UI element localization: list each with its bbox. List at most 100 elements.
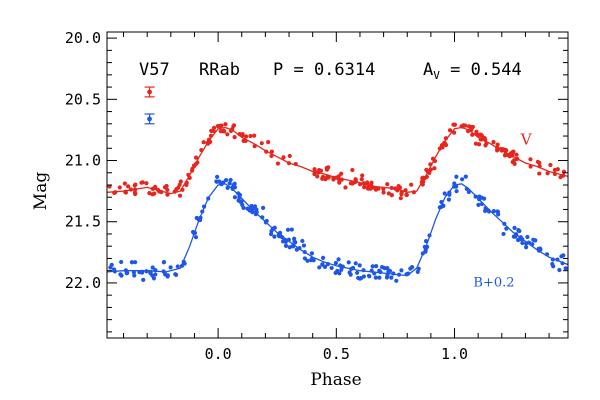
data-point (442, 191, 447, 196)
header-amplitude-sub: V (433, 69, 440, 82)
data-point (491, 140, 496, 145)
y-tick-label: 22.0 (65, 274, 101, 292)
data-point (161, 259, 167, 265)
data-point (217, 179, 222, 184)
data-point (350, 167, 355, 173)
data-point (240, 202, 245, 207)
data-point (537, 171, 542, 176)
y-tick-label: 20.5 (65, 90, 101, 108)
data-point (252, 204, 258, 209)
data-point (476, 142, 482, 147)
data-point (495, 142, 500, 147)
data-point (174, 187, 179, 192)
data-point (212, 125, 217, 130)
data-point (163, 272, 168, 277)
data-point (268, 231, 274, 237)
series-label: V (520, 131, 533, 149)
data-point (292, 239, 297, 244)
data-point (385, 265, 390, 271)
data-point (232, 195, 238, 200)
data-point (329, 265, 334, 271)
data-point (175, 264, 180, 269)
data-point (466, 124, 472, 129)
data-point (336, 257, 341, 262)
data-point (109, 262, 114, 267)
data-point (107, 184, 112, 189)
data-point (359, 177, 364, 182)
data-point (380, 265, 385, 270)
data-point (241, 138, 246, 143)
data-point (389, 275, 394, 280)
data-point (517, 228, 522, 234)
data-point (346, 260, 351, 265)
data-point (259, 141, 264, 146)
data-point (366, 186, 371, 191)
data-point (272, 234, 277, 239)
data-point (244, 134, 249, 139)
header-type: RRab (199, 60, 240, 80)
data-point (239, 199, 244, 204)
data-point (309, 251, 315, 256)
data-point (225, 132, 230, 137)
data-point (151, 276, 157, 281)
data-point (483, 208, 488, 214)
data-point (308, 258, 314, 263)
data-point (474, 129, 479, 134)
data-point (129, 260, 135, 265)
data-point (289, 227, 294, 232)
data-point (215, 174, 220, 179)
data-point (479, 133, 484, 138)
data-point (165, 187, 170, 193)
data-point (287, 245, 292, 250)
data-point (287, 153, 292, 159)
data-point (446, 197, 451, 202)
error-bar (144, 113, 155, 125)
data-point (275, 161, 281, 166)
data-point (124, 271, 129, 276)
data-point (118, 272, 123, 277)
data-point (232, 135, 237, 140)
data-point (394, 278, 399, 283)
data-point (320, 255, 326, 260)
data-point (317, 265, 322, 270)
data-point (228, 177, 233, 183)
data-point (132, 190, 138, 195)
data-point (516, 237, 521, 243)
data-point (466, 189, 471, 195)
header-amplitude-value: = 0.544 (440, 60, 522, 80)
data-point (164, 183, 169, 189)
data-point (353, 261, 358, 266)
data-point (324, 167, 330, 172)
data-point (318, 168, 324, 173)
data-point (545, 171, 550, 176)
data-point (300, 238, 305, 244)
data-point (218, 128, 223, 134)
data-point (347, 270, 352, 275)
data-point (333, 260, 338, 266)
data-point (133, 260, 138, 265)
data-point (361, 274, 367, 279)
data-point (333, 270, 338, 275)
x-axis-title: Phase (310, 370, 361, 390)
data-point (385, 182, 390, 187)
header-period: P = 0.6314 (273, 60, 375, 80)
data-point (132, 273, 137, 278)
data-point (360, 173, 365, 178)
data-point (557, 267, 562, 273)
data-point (454, 174, 459, 179)
series-b (107, 174, 568, 283)
data-point (463, 123, 468, 128)
data-point (231, 123, 237, 128)
header-amplitude-prefix: A (423, 60, 433, 80)
data-point (320, 174, 326, 179)
data-point (356, 275, 361, 281)
data-point (381, 190, 386, 195)
data-point (227, 181, 232, 186)
data-point (337, 271, 342, 276)
data-point (301, 243, 307, 248)
data-point (353, 177, 358, 182)
data-point (362, 185, 367, 190)
data-point (219, 123, 224, 128)
data-point (117, 185, 122, 190)
data-point (399, 268, 404, 273)
